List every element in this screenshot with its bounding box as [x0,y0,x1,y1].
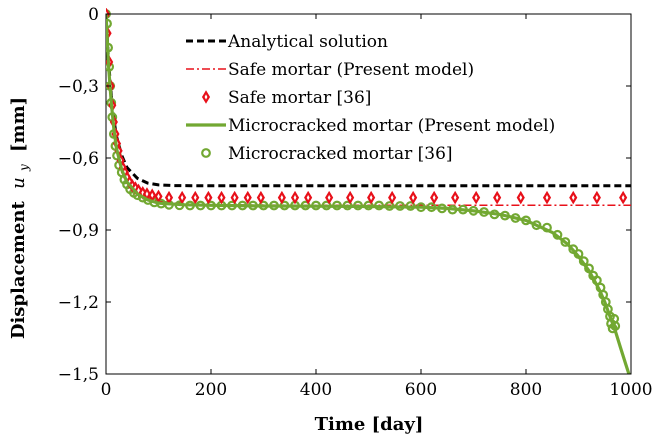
y-tick-label: −0,9 [58,221,99,241]
plot-border [105,13,632,375]
data-point [409,190,418,205]
series-layer [106,8,631,375]
data-point [325,190,334,205]
data-point [542,190,552,205]
data-point [256,190,265,205]
data-point [290,190,300,205]
legend-label: Analytical solution [227,32,388,52]
legend-swatch [201,90,211,104]
data-point [516,190,525,205]
data-point [346,190,355,205]
y-tick-label: −1,5 [58,365,99,385]
data-point [493,190,502,205]
legend-entry: Safe mortar (Present model) [186,60,474,80]
data-point [569,190,578,205]
data-point [430,190,439,205]
data-point [230,190,239,205]
data-point [560,237,571,247]
x-tick-label: 1000 [609,380,652,400]
legend-label: Safe mortar [36] [228,88,371,108]
data-point [277,190,286,205]
data-point [592,190,601,205]
legend-entry: Microcracked mortar (Present model) [186,116,555,136]
x-tick-label: 600 [405,380,437,400]
data-point [304,190,313,205]
data-point [619,190,628,205]
y-axis-title-var: u [8,177,29,189]
legend-swatch [201,148,211,158]
y-axis-title-sub: y [17,164,31,172]
series-analytical-solution [106,13,631,188]
legend-entry: Analytical solution [186,32,388,52]
data-point [451,190,460,205]
series-line [106,13,631,188]
x-tick-label: 200 [195,380,227,400]
legend-label: Microcracked mortar [36] [228,144,453,164]
data-point [388,190,397,205]
axes-layer: 0 200 400 600 800 1000 0 −0,3 −0,6 −0,9 −1,2 −1,5 [58,5,653,400]
legend-label: Safe mortar (Present model) [228,60,474,80]
y-axis-title-unit: [mm] [8,97,29,152]
legend: Analytical solution Safe mortar (Present … [186,32,555,164]
x-tick-label: 0 [101,380,112,400]
x-tick-label: 400 [300,380,332,400]
data-point [217,190,226,205]
data-point [472,190,481,205]
x-axis-title: Time [day] [315,414,424,435]
data-point [568,244,579,255]
series-microcracked-mortar-36 [106,9,621,334]
y-tick-label: −1,2 [58,293,99,313]
y-tick-label: −0,6 [58,149,99,169]
series-line [106,13,631,375]
series-microcracked-mortar-present-model [106,13,631,375]
legend-entry: Safe mortar [36] [201,88,371,108]
y-axis-title: Displacement u y [mm] [8,97,33,339]
y-axis-title-main: Displacement [8,200,29,339]
legend-entry: Microcracked mortar [36] [201,144,453,164]
plot-frame [105,13,632,375]
data-point [204,190,213,205]
y-tick-label: 0 [88,5,99,25]
data-point [243,190,252,205]
data-point [367,190,376,205]
y-tick-label: −0,3 [58,77,99,97]
x-tick-label: 800 [510,380,542,400]
legend-label: Microcracked mortar (Present model) [228,116,555,136]
